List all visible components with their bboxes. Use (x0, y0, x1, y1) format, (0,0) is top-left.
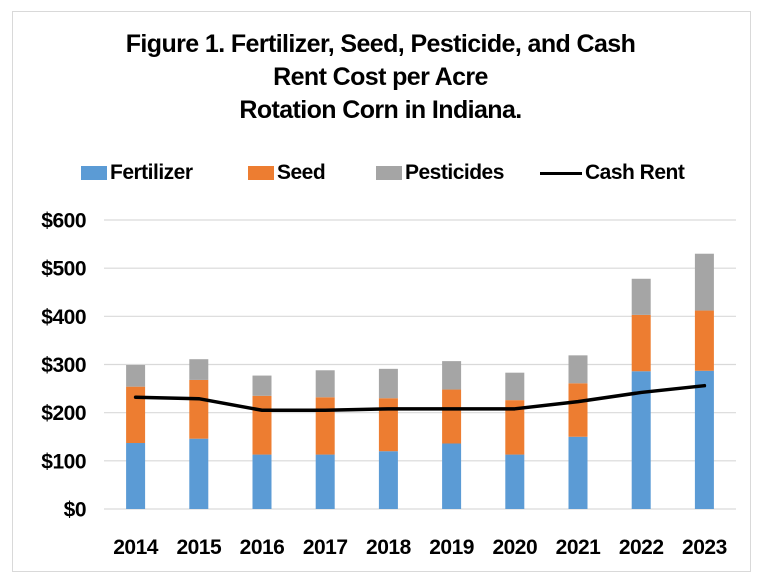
legend-swatch-pesticides (376, 166, 402, 180)
bar-fertilizer-2014 (126, 443, 146, 509)
y-tick-label: $500 (41, 258, 86, 281)
chart-legend: Fertilizer Seed Pesticides Cash Rent (0, 160, 768, 186)
bar-pesticides-2021 (568, 355, 588, 384)
legend-swatch-seed (248, 166, 274, 180)
legend-item-seed: Seed (248, 160, 326, 186)
bar-pesticides-2014 (126, 364, 146, 387)
bar-seed-2016 (252, 395, 272, 455)
legend-item-cash-rent: Cash Rent (540, 160, 685, 186)
legend-swatch-fertilizer (81, 166, 107, 180)
x-tick-label: 2022 (619, 536, 664, 559)
bar-fertilizer-2018 (378, 451, 398, 509)
bar-pesticides-2017 (315, 370, 335, 398)
bar-seed-2022 (631, 314, 651, 372)
bar-pesticides-2020 (505, 372, 525, 401)
legend-line-cash-rent (540, 171, 582, 175)
x-tick-label: 2021 (556, 536, 602, 559)
y-tick-label: $400 (41, 306, 86, 329)
bar-seed-2023 (694, 310, 714, 371)
x-tick-label: 2023 (682, 536, 727, 559)
x-tick-label: 2015 (176, 536, 222, 559)
y-tick-label: $100 (41, 450, 86, 473)
chart-title: Figure 1. Fertilizer, Seed, Pesticide, a… (12, 28, 749, 127)
y-tick-label: $200 (41, 402, 86, 425)
line-cash-rent (133, 383, 707, 413)
bar-fertilizer-2022 (631, 371, 651, 509)
bar-pesticides-2018 (378, 368, 398, 399)
bar-fertilizer-2020 (505, 454, 525, 509)
y-tick-label: $0 (64, 499, 86, 522)
bar-fertilizer-2021 (568, 436, 588, 509)
bar-seed-2018 (378, 398, 398, 452)
y-tick-label: $600 (41, 210, 86, 233)
bar-pesticides-2023 (694, 253, 714, 311)
bar-pesticides-2015 (189, 359, 209, 380)
bar-fertilizer-2015 (189, 438, 209, 509)
legend-label-pesticides: Pesticides (405, 161, 504, 184)
bar-seed-2021 (568, 383, 588, 437)
bar-pesticides-2016 (252, 375, 272, 396)
x-tick-label: 2020 (492, 536, 537, 559)
legend-label-fertilizer: Fertilizer (110, 161, 193, 184)
bar-fertilizer-2016 (252, 454, 272, 509)
x-tick-label: 2019 (429, 536, 474, 559)
bar-seed-2019 (442, 389, 462, 444)
x-tick-label: 2016 (240, 536, 285, 559)
legend-item-pesticides: Pesticides (376, 160, 504, 186)
y-tick-label: $300 (41, 354, 86, 377)
x-tick-label: 2017 (303, 536, 348, 559)
legend-label-seed: Seed (277, 161, 326, 184)
bar-fertilizer-2019 (442, 443, 462, 509)
chart-title-line-2: Rent Cost per Acre (273, 63, 488, 91)
bar-pesticides-2022 (631, 278, 651, 315)
chart-title-line-1: Figure 1. Fertilizer, Seed, Pesticide, a… (125, 30, 636, 58)
legend-label-cash-rent: Cash Rent (585, 161, 685, 184)
bar-seed-2015 (189, 379, 209, 439)
bar-fertilizer-2023 (694, 370, 714, 509)
legend-item-fertilizer: Fertilizer (81, 160, 193, 186)
x-tick-label: 2014 (113, 536, 159, 559)
x-tick-label: 2018 (366, 536, 412, 559)
bar-seed-2020 (505, 400, 525, 455)
bar-seed-2014 (126, 386, 146, 444)
chart-title-line-3: Rotation Corn in Indiana. (239, 96, 522, 124)
bar-pesticides-2019 (442, 361, 462, 390)
bar-fertilizer-2017 (315, 454, 335, 509)
bar-seed-2017 (315, 397, 335, 455)
